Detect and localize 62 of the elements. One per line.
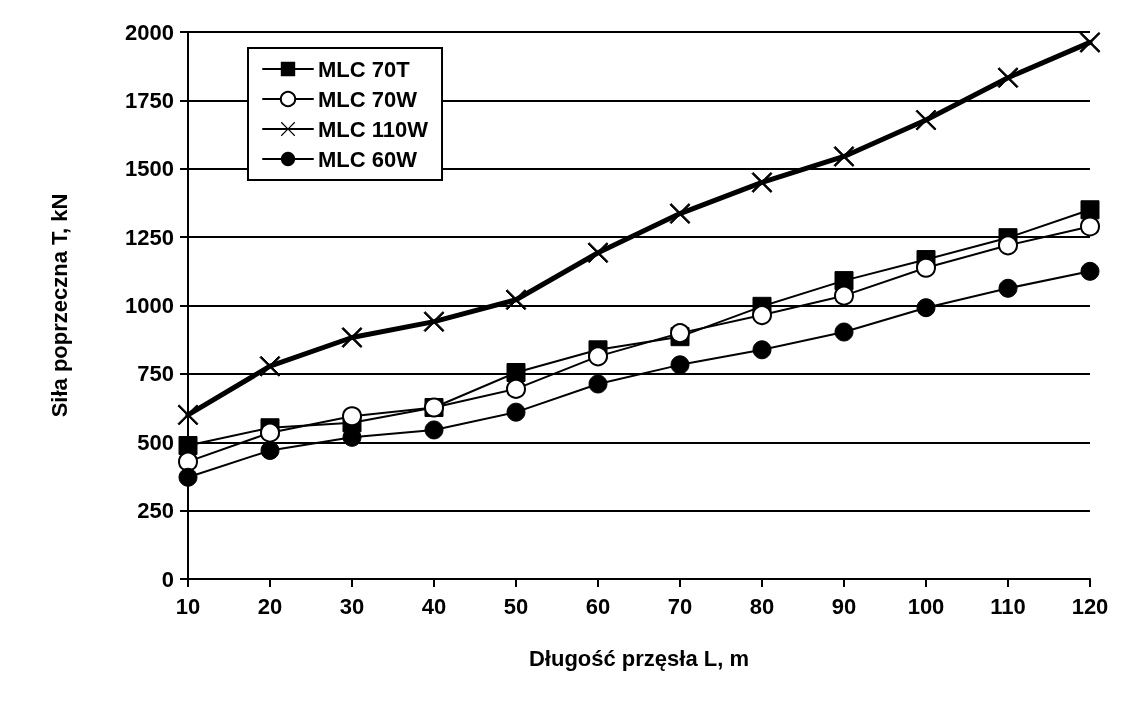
y-tick-label: 250 (137, 498, 174, 524)
y-axis-title: Siła poprzeczna T, kN (46, 193, 72, 418)
point (506, 378, 526, 399)
point (423, 311, 445, 333)
point (506, 363, 526, 383)
legend-label: MLC 70T (318, 56, 411, 82)
x-axis-title: Długość przęsła L, m (528, 645, 750, 671)
x-tick-label: 110 (990, 593, 1026, 619)
point (670, 355, 690, 375)
point (587, 242, 609, 264)
point (752, 305, 772, 326)
y-tick-label: 1000 (125, 293, 174, 318)
point (260, 422, 280, 443)
x-tick-label: 40 (421, 593, 447, 619)
y-tick-label: 1750 (125, 87, 174, 113)
point (1080, 200, 1100, 220)
x-tick-label: 30 (339, 593, 365, 619)
x-tick-label: 10 (175, 593, 201, 619)
point (916, 257, 936, 278)
point (833, 145, 855, 167)
point (259, 355, 281, 377)
x-tick-label: 70 (667, 593, 693, 619)
point (669, 203, 691, 225)
x-tick-label: 20 (257, 593, 283, 619)
point (998, 235, 1018, 256)
x-tick-label: 50 (503, 593, 529, 619)
y-tick-label: 1500 (125, 156, 174, 182)
y-tick-label: 750 (137, 361, 174, 387)
point (341, 327, 363, 348)
point (588, 374, 608, 394)
point (834, 322, 854, 342)
point (424, 420, 444, 440)
legend-label: MLC 70W (318, 86, 418, 112)
point (506, 402, 526, 422)
point (834, 285, 854, 306)
x-tick-label: 100 (907, 593, 945, 619)
point (751, 171, 773, 193)
point (997, 67, 1019, 89)
legend-label: MLC 60W (318, 146, 418, 172)
point (1080, 216, 1100, 237)
x-tick-label: 80 (749, 593, 775, 619)
point (1080, 261, 1100, 281)
x-tick-label: 120 (1071, 593, 1109, 619)
point (916, 298, 936, 318)
x-tick-label: 60 (585, 593, 611, 619)
point (998, 278, 1018, 298)
point (177, 404, 199, 426)
point (178, 467, 198, 487)
point (752, 340, 772, 360)
x-tick-label: 90 (831, 593, 857, 619)
y-tick-label: 500 (137, 429, 174, 455)
point (342, 406, 362, 427)
legend-label: MLC 110W (318, 116, 429, 142)
y-tick-label: 1250 (125, 224, 174, 250)
point (915, 109, 937, 131)
point (588, 346, 608, 367)
y-tick-label: 0 (161, 566, 174, 592)
y-tick-label: 2000 (125, 19, 174, 45)
point (178, 451, 198, 472)
point (260, 440, 280, 460)
point (505, 289, 527, 311)
point (1079, 31, 1101, 53)
